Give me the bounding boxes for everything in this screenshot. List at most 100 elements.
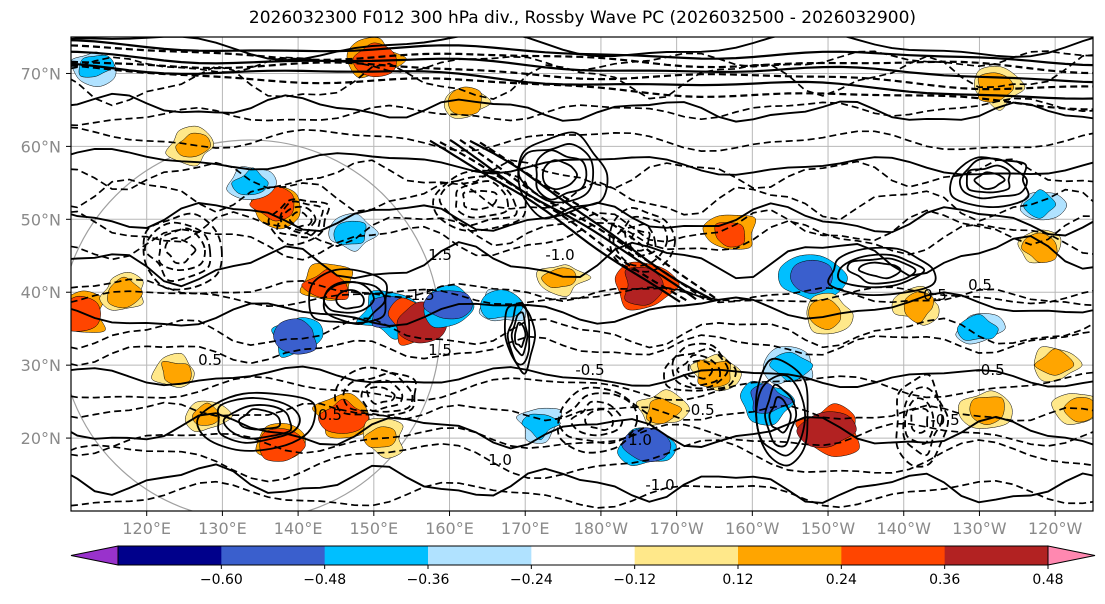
colorbar-swatch xyxy=(944,546,1049,565)
contour-negative xyxy=(71,371,1093,402)
contour-ring-positive xyxy=(238,408,282,431)
contour-negative xyxy=(71,44,1093,75)
contour-ring-positive xyxy=(510,311,529,357)
y-tick-label: 60°N xyxy=(21,137,61,156)
contour-ring-negative xyxy=(158,227,206,271)
contour-ring-negative xyxy=(895,373,950,468)
contour-label: 1.5 xyxy=(428,246,452,264)
contour-ring-positive xyxy=(308,268,388,325)
contour-ring-positive xyxy=(755,374,807,457)
contour-ring-positive xyxy=(768,396,792,434)
y-tick-label: 20°N xyxy=(21,429,61,448)
divergence-blob xyxy=(1023,189,1056,219)
colorbar-swatch xyxy=(738,546,842,565)
colorbar-swatch xyxy=(324,546,429,565)
contour-ring-negative xyxy=(366,386,396,405)
x-tick-label: 150°W xyxy=(801,519,856,538)
contour-ring-negative xyxy=(342,372,414,413)
divergence-blob xyxy=(1034,348,1075,376)
contour-ring-negative xyxy=(455,180,509,219)
contour-positive xyxy=(71,50,1093,84)
colorbar-extend-max xyxy=(1047,545,1096,566)
colorbar-frame xyxy=(117,545,1049,566)
contour-negative xyxy=(71,54,1093,107)
contour-ring-negative xyxy=(432,169,528,232)
contour-positive xyxy=(71,62,1093,100)
colorbar-tick-label: −0.60 xyxy=(200,572,243,588)
contour-ring-negative xyxy=(608,206,676,273)
colorbar-swatch xyxy=(531,546,636,565)
contour-ring-negative xyxy=(360,379,404,412)
contour-ring-positive xyxy=(535,149,588,201)
contour-ring-positive xyxy=(973,171,1006,190)
colorbar-tick-label: −0.48 xyxy=(303,572,346,588)
contour-ring-positive xyxy=(514,321,527,349)
colorbar-swatch xyxy=(221,546,326,565)
colorbar-tick-label: −0.24 xyxy=(510,572,553,588)
contour-ring-positive xyxy=(827,246,937,296)
divergence-blob xyxy=(957,314,999,341)
x-tick-label: 130°W xyxy=(952,519,1007,538)
x-tick-label: 130°E xyxy=(198,519,247,538)
contour-ring-negative xyxy=(334,366,417,417)
contour-ring-negative xyxy=(142,212,223,291)
y-tick-label: 30°N xyxy=(21,356,61,375)
contour-negative xyxy=(71,330,1093,367)
contour-ring-positive xyxy=(837,253,926,289)
contour-label: 0.5 xyxy=(968,276,992,294)
y-axis-ticks: 70°N 60°N 50°N 40°N 30°N 20°N xyxy=(21,64,71,448)
contour-negative xyxy=(71,126,1093,152)
contour-label: 1.0 xyxy=(488,451,512,469)
contour-label: -0.5 xyxy=(575,361,604,379)
contour-negative xyxy=(71,208,1093,248)
contour-ring-negative xyxy=(687,359,714,380)
contour-ring-negative xyxy=(612,215,669,267)
contour-ring-negative xyxy=(671,347,729,390)
contour-label: -1.5 xyxy=(405,286,434,304)
contour-positive xyxy=(429,139,681,303)
contour-ring-positive xyxy=(322,281,375,314)
x-tick-label: 160°E xyxy=(425,519,474,538)
divergence-blob xyxy=(318,398,370,434)
contour-label: -1.0 xyxy=(545,246,574,264)
x-tick-label: 120°W xyxy=(1028,519,1083,538)
contour-ring-negative xyxy=(164,237,197,265)
contour-ring-negative xyxy=(144,221,212,282)
x-tick-label: 160°W xyxy=(725,519,780,538)
contour-positive xyxy=(449,138,697,301)
x-tick-label: 120°E xyxy=(122,519,171,538)
contour-ring-positive xyxy=(216,397,301,444)
contour-positive xyxy=(71,201,1093,237)
plot-frame xyxy=(70,36,1094,512)
contour-ring-positive xyxy=(335,289,365,310)
divergence-blob xyxy=(480,289,524,319)
contour-label: -1.0 xyxy=(645,476,674,494)
contour-label: 0.5 xyxy=(923,286,947,304)
contour-ring-negative xyxy=(570,400,624,437)
contour-ring-negative xyxy=(676,354,721,387)
contour-ring-negative xyxy=(267,198,330,246)
contour-negative xyxy=(71,480,1093,509)
contour-ring-negative xyxy=(462,190,498,211)
contour-ring-positive xyxy=(965,164,1011,194)
divergence-blob xyxy=(714,222,746,248)
contour-label: -0.5 xyxy=(685,401,714,419)
contour-positive xyxy=(71,92,1093,123)
contour-label: 0.5 xyxy=(318,406,342,424)
x-tick-label: 140°E xyxy=(274,519,323,538)
contour-label: 1.0 xyxy=(628,431,652,449)
contour-label: -0.5 xyxy=(975,361,1004,379)
chart-title: 2026032300 F012 300 hPa div., Rossby Wav… xyxy=(248,8,917,28)
colorbar-tick-label: −0.12 xyxy=(613,572,656,588)
divergence-blob xyxy=(646,398,682,424)
contour-negative xyxy=(479,141,721,303)
contour-negative xyxy=(71,278,1093,307)
contour-ring-negative xyxy=(904,397,935,445)
contour-negative xyxy=(439,141,689,303)
contour-ring-negative xyxy=(279,205,317,235)
contour-positive xyxy=(71,291,1093,327)
contour-positive xyxy=(71,39,1093,67)
divergence-blob xyxy=(1021,232,1058,263)
colorbar-tick-label: 0.24 xyxy=(826,572,857,588)
